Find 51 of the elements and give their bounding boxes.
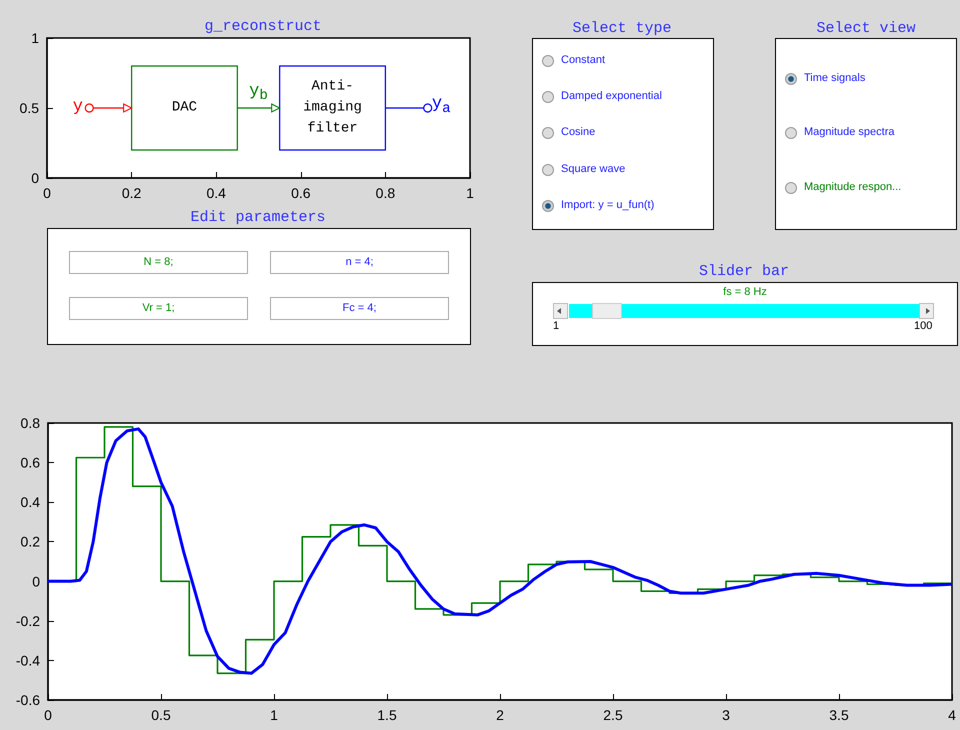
text: 1 <box>553 320 560 332</box>
y-tick-label: -0.2 <box>16 612 40 629</box>
text: Damped exponential <box>561 90 662 102</box>
text: Magnitude spectra <box>804 126 894 138</box>
y-tick-label: 0 <box>32 573 40 590</box>
y-tick-label: 0.5 <box>20 100 40 116</box>
x-tick-label: 0.6 <box>291 185 311 201</box>
x-tick-label: 0 <box>43 185 52 201</box>
y-tick-label: 0 <box>31 170 40 186</box>
y-tick-label: -0.4 <box>16 652 40 668</box>
text: 100 <box>914 320 932 332</box>
y-tick-label: 0.6 <box>20 454 40 471</box>
y-tick-label: -0.6 <box>16 692 40 708</box>
text: Time signals <box>804 72 866 84</box>
x-tick-label: 0.5 <box>151 707 171 723</box>
x-tick-label: 0.4 <box>206 185 226 201</box>
text-field: N = 8; <box>69 251 248 274</box>
x-tick-label: 1 <box>270 707 278 723</box>
x-tick-label: 0.2 <box>122 185 142 201</box>
text: fs = 8 Hz <box>723 286 767 298</box>
text: Slider bar <box>698 263 790 280</box>
x-tick-label: 0.8 <box>376 185 396 201</box>
x-tick-label: 3.5 <box>829 707 849 723</box>
text: Constant <box>561 54 606 66</box>
x-tick-label: 3 <box>722 707 730 723</box>
text: Edit parameters <box>190 209 326 226</box>
text: Square wave <box>561 163 626 175</box>
annotation: DAC <box>172 98 198 118</box>
x-tick-label: 2.5 <box>603 707 623 723</box>
text-field: n = 4; <box>270 251 449 274</box>
text-field: Vr = 1; <box>69 297 248 320</box>
text: Import: y = u_fun(t) <box>561 199 654 211</box>
y-tick-label: 0.8 <box>20 415 40 431</box>
chart-title: g_reconstruct <box>204 18 322 35</box>
x-tick-label: 0 <box>44 707 52 723</box>
text: Select type <box>572 20 672 37</box>
annotation: y$_{b}$ <box>249 80 268 106</box>
x-tick-label: 4 <box>948 707 956 723</box>
x-tick-label: 2 <box>496 707 504 723</box>
text-field: Fc = 4; <box>270 297 449 320</box>
annotation: Anti- imaging filter <box>303 78 362 138</box>
x-tick-label: 1 <box>466 185 474 201</box>
text: Select view <box>816 20 916 37</box>
text: Magnitude respon... <box>804 181 902 193</box>
y-tick-label: 1 <box>31 30 40 46</box>
annotation: y$_{a}$ <box>432 93 451 119</box>
x-tick-label: 1.5 <box>377 707 397 723</box>
y-tick-label: 0.4 <box>20 494 40 510</box>
y-tick-label: 0.2 <box>20 534 40 550</box>
annotation: y <box>72 96 83 118</box>
text: Cosine <box>561 126 596 138</box>
